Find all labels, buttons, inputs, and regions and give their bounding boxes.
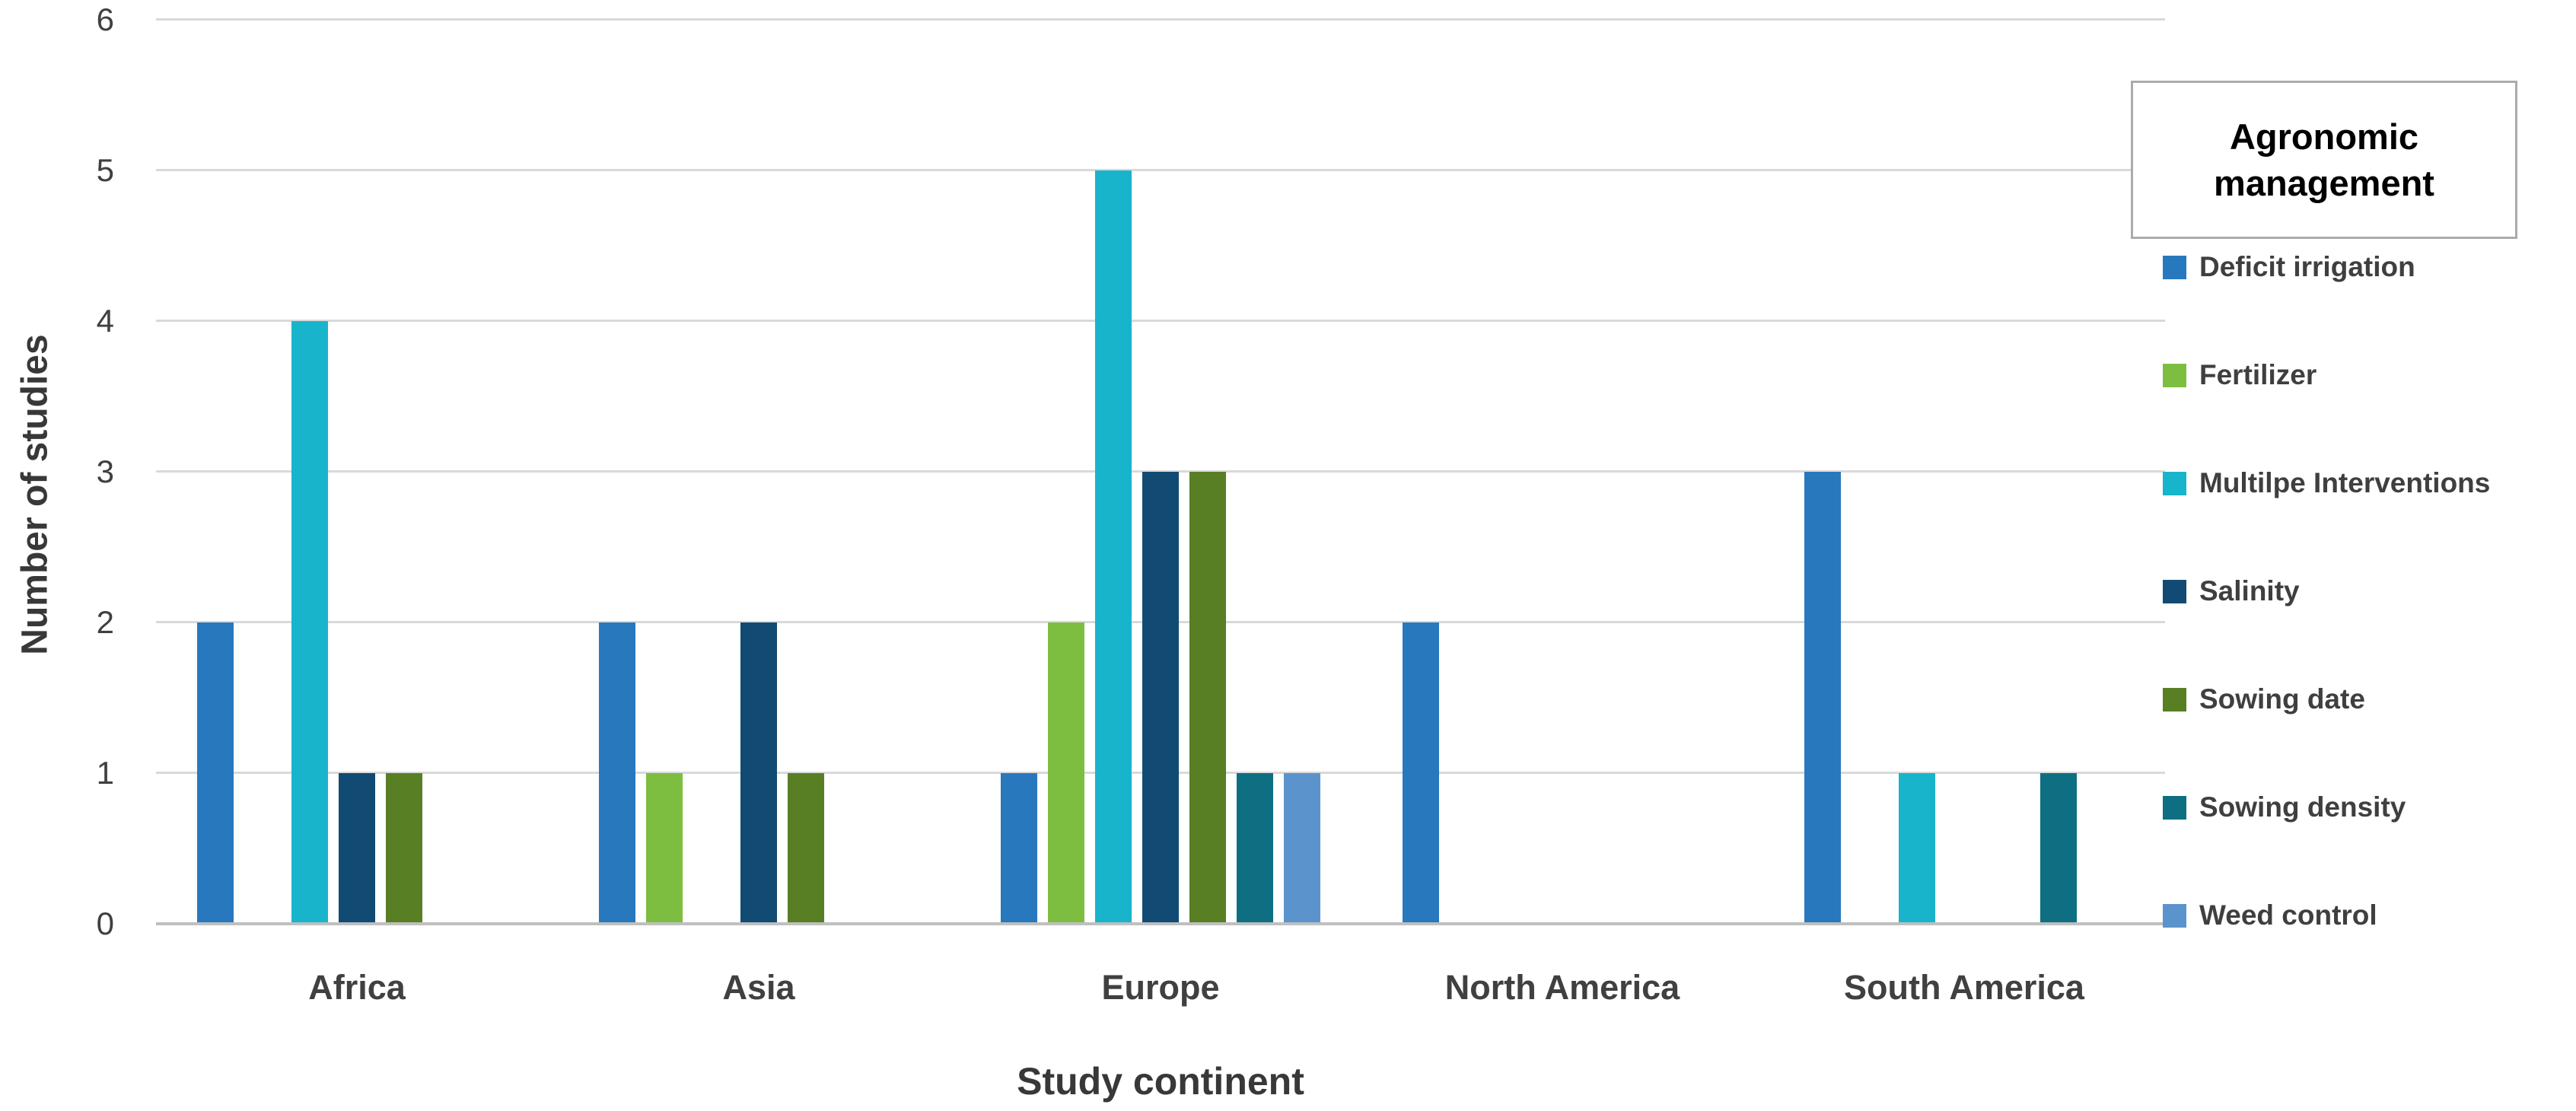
y-tick-label-0: 0	[96, 906, 114, 941]
x-axis-line	[156, 922, 2165, 925]
x-category-label-south-america: South America	[1844, 968, 2084, 1007]
legend-label-sowing-density: Sowing density	[2199, 791, 2406, 823]
legend-item-deficit-irrigation: Deficit irrigation	[2163, 250, 2415, 284]
x-axis-title: Study continent	[1017, 1060, 1304, 1103]
bar-sowing-date-asia	[788, 773, 824, 924]
legend-item-sowing-density: Sowing density	[2163, 791, 2406, 824]
legend-item-weed-control: Weed control	[2163, 899, 2377, 932]
y-tick-label-6: 6	[96, 2, 114, 37]
legend-swatch-fertilizer	[2163, 363, 2186, 387]
plot-area	[156, 18, 2165, 925]
bar-deficit-irrigation-south-america	[1804, 472, 1841, 924]
y-tick-label-2: 2	[96, 604, 114, 640]
bar-salinity-europe	[1142, 472, 1179, 924]
legend-item-salinity: Salinity	[2163, 575, 2300, 608]
bar-multilpe-interventions-africa	[291, 321, 328, 924]
x-category-label-north-america: North America	[1444, 968, 1680, 1007]
x-category-label-africa: Africa	[308, 968, 406, 1007]
legend-swatch-sowing-date	[2163, 687, 2186, 711]
bar-salinity-asia	[740, 622, 777, 924]
legend-label-weed-control: Weed control	[2199, 899, 2377, 931]
legend-label-deficit-irrigation: Deficit irrigation	[2199, 251, 2415, 282]
legend-swatch-multilpe-interventions	[2163, 471, 2186, 495]
y-tick-label-1: 1	[96, 755, 114, 791]
legend-label-multilpe-interventions: Multilpe Interventions	[2199, 467, 2491, 498]
legend-swatch-sowing-density	[2163, 795, 2186, 820]
legend-title-box: Agronomic management	[2131, 81, 2517, 239]
bar-salinity-africa	[339, 773, 375, 924]
bar-sowing-density-europe	[1237, 773, 1273, 924]
bar-multilpe-interventions-europe	[1095, 170, 1132, 924]
gridline-6	[156, 18, 2165, 21]
bar-multilpe-interventions-south-america	[1899, 773, 1935, 924]
bar-deficit-irrigation-north-america	[1403, 622, 1439, 924]
legend-item-multilpe-interventions: Multilpe Interventions	[2163, 466, 2490, 500]
bar-fertilizer-asia	[646, 773, 683, 924]
bar-fertilizer-europe	[1048, 622, 1084, 924]
gridline-3	[156, 470, 2165, 473]
bar-sowing-date-africa	[386, 773, 422, 924]
bar-sowing-density-south-america	[2040, 773, 2077, 924]
gridline-5	[156, 169, 2165, 171]
y-tick-label-5: 5	[96, 152, 114, 188]
legend-label-sowing-date: Sowing date	[2199, 683, 2365, 715]
legend-item-sowing-date: Sowing date	[2163, 683, 2365, 716]
bar-deficit-irrigation-europe	[1001, 773, 1037, 924]
y-tick-label-3: 3	[96, 454, 114, 489]
bar-deficit-irrigation-asia	[599, 622, 635, 924]
legend-swatch-salinity	[2163, 579, 2186, 603]
bar-deficit-irrigation-africa	[197, 622, 234, 924]
y-tick-label-4: 4	[96, 303, 114, 339]
legend-item-fertilizer: Fertilizer	[2163, 358, 2316, 392]
x-category-label-asia: Asia	[722, 968, 795, 1007]
bar-weed-control-europe	[1284, 773, 1320, 924]
legend-swatch-deficit-irrigation	[2163, 255, 2186, 279]
legend-label-salinity: Salinity	[2199, 575, 2300, 606]
gridline-4	[156, 320, 2165, 322]
legend-label-fertilizer: Fertilizer	[2199, 359, 2317, 390]
legend-title: Agronomic management	[2214, 116, 2434, 203]
bar-sowing-date-europe	[1189, 472, 1226, 924]
x-category-label-europe: Europe	[1101, 968, 1220, 1007]
legend-swatch-weed-control	[2163, 903, 2186, 928]
